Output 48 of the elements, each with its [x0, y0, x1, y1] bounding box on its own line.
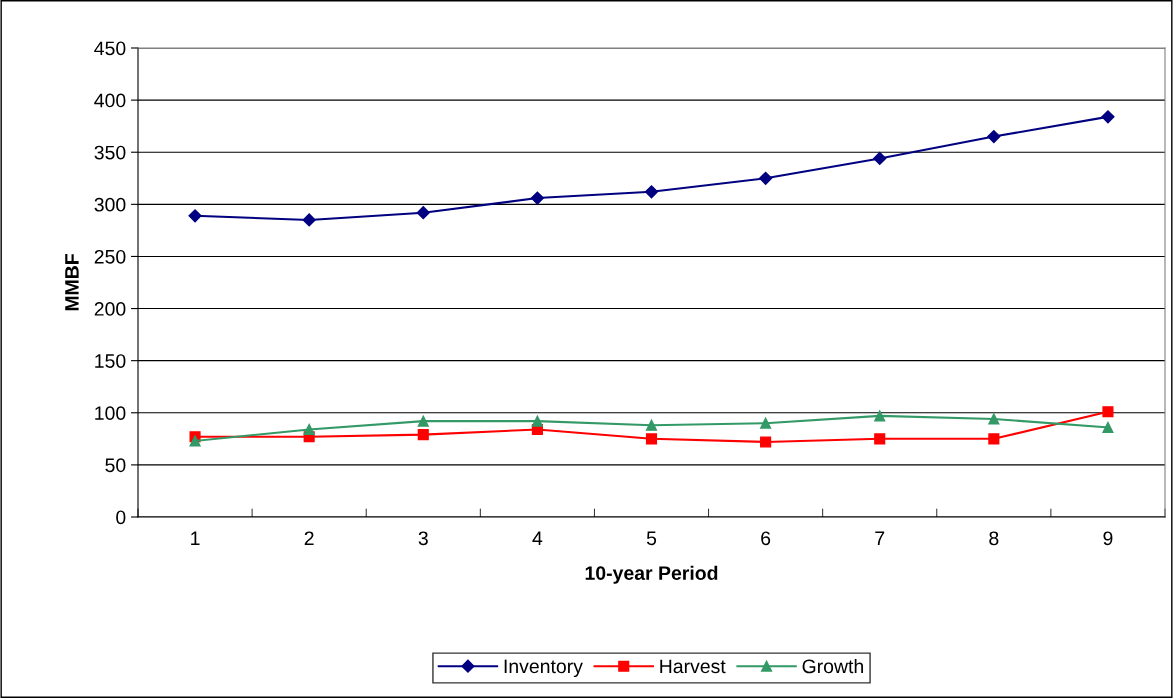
x-tick-label: 6: [761, 531, 771, 546]
point: [988, 413, 1000, 425]
x-tick-label: 4: [532, 531, 543, 545]
y-tick-label: 350: [94, 145, 126, 160]
point: [417, 429, 429, 441]
y-tick-label: 50: [105, 458, 126, 473]
x-tick-label: 2: [304, 531, 314, 545]
point: [874, 410, 886, 422]
y-tick-label: 200: [94, 302, 126, 316]
x-tick-label: 5: [646, 531, 657, 546]
point: [873, 151, 887, 166]
y-tick-label: 100: [95, 406, 126, 421]
x-tick-label: 1: [191, 531, 200, 545]
x-tick-label: 8: [989, 531, 999, 546]
y-tick-label: 150: [95, 354, 126, 368]
y-tick-label: 300: [94, 197, 126, 212]
point: [417, 415, 429, 427]
x-tick-label: 9: [1103, 531, 1113, 546]
point: [1102, 406, 1114, 418]
x-tick-label: 7: [875, 531, 885, 545]
legend-label: Inventory: [504, 659, 583, 678]
x-axis-title: 10-year Period: [585, 565, 718, 584]
point: [645, 419, 658, 431]
y-tick-label: 400: [94, 93, 126, 108]
point: [644, 185, 659, 199]
point: [189, 435, 201, 447]
point: [874, 433, 886, 445]
x-tick-label: 3: [418, 531, 428, 546]
point: [645, 433, 658, 445]
y-axis-title: MMBF: [65, 254, 79, 311]
point: [760, 417, 772, 429]
point: [530, 191, 544, 205]
point: [302, 213, 316, 227]
point: [303, 423, 315, 436]
point: [759, 171, 773, 185]
point: [1101, 110, 1115, 124]
point: [987, 130, 1001, 144]
y-tick-label: 0: [116, 510, 126, 525]
y-tick-label: 450: [94, 41, 126, 56]
legend-label: Growth: [802, 658, 863, 674]
point: [188, 209, 202, 223]
y-tick-label: 250: [94, 249, 126, 264]
point: [416, 206, 430, 220]
point: [988, 433, 1000, 445]
point: [531, 415, 543, 427]
point: [760, 436, 772, 448]
legend-label: Harvest: [660, 659, 726, 674]
point: [1102, 421, 1114, 433]
